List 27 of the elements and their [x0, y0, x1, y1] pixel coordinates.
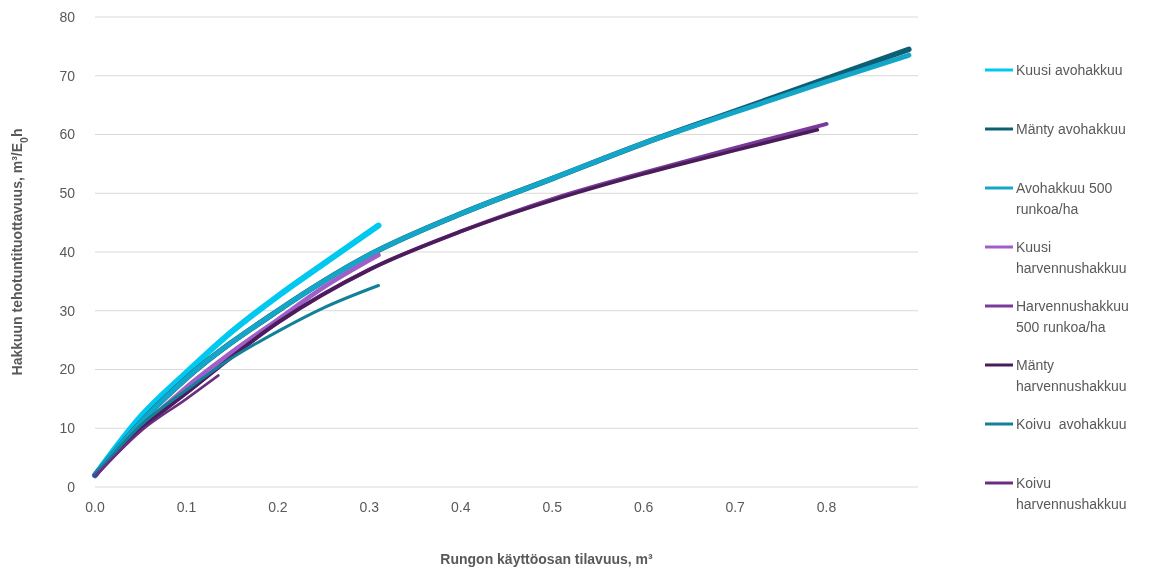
y-tick-label: 40 [59, 243, 76, 260]
y-tick-label: 10 [59, 420, 76, 437]
legend-label: Koivu avohakkuu [1016, 415, 1127, 432]
y-tick-label: 60 [59, 126, 76, 143]
y-tick-label: 30 [59, 302, 76, 319]
x-tick-label: 0.3 [359, 499, 380, 515]
x-tick-label: 0.0 [85, 499, 105, 515]
legend-label: Kuusi avohakkuu [1016, 61, 1123, 78]
x-tick-label: 0.1 [176, 499, 197, 515]
y-tick-label: 20 [59, 361, 76, 378]
legend-label: Kuusi harvennushakkuu [1016, 238, 1127, 276]
x-tick-label: 0.7 [725, 499, 746, 515]
legend-label: Avohakkuu 500 runkoa/ha [1016, 179, 1113, 217]
y-tick-label: 70 [59, 67, 76, 84]
legend-label: Mänty avohakkuu [1016, 120, 1126, 137]
x-tick-label: 0.6 [633, 499, 654, 515]
legend-label: Harvennushakkuu 500 runkoa/ha [1016, 297, 1129, 335]
x-tick-label: 0.8 [816, 499, 837, 515]
x-tick-label: 0.4 [451, 499, 471, 515]
x-tick-label: 0.5 [542, 499, 563, 515]
y-tick-label: 50 [59, 185, 76, 202]
legend-label: Koivu harvennushakkuu [1016, 474, 1127, 512]
x-tick-label: 0.2 [268, 499, 288, 515]
y-tick-label: 80 [59, 8, 76, 25]
y-tick-label: 0 [67, 478, 76, 495]
x-axis-title: Rungon käyttöosan tilavuus, m³ [440, 551, 654, 567]
legend-label: Mänty harvennushakkuu [1016, 356, 1127, 394]
